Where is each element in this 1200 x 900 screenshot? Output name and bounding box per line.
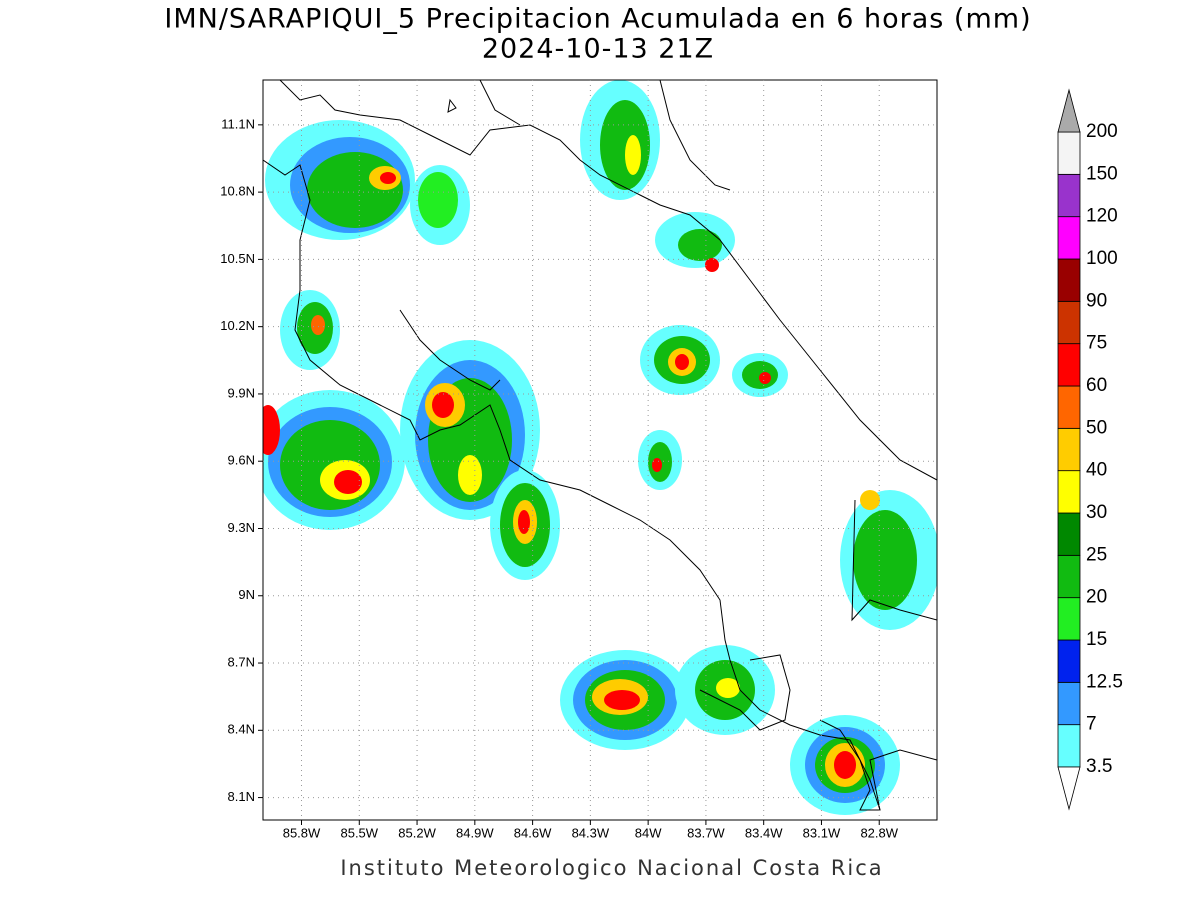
colorbar-label: 200 xyxy=(1086,121,1118,142)
colorbar-under xyxy=(1057,766,1081,811)
lon-label: 85.8W xyxy=(283,825,321,840)
colorbar-label: 150 xyxy=(1086,163,1118,184)
colorbar-bin xyxy=(1057,512,1081,556)
colorbar-bin xyxy=(1057,216,1081,260)
lon-label: 84W xyxy=(635,825,662,840)
lat-label: 10.5N xyxy=(220,251,255,266)
lat-label: 8.4N xyxy=(228,722,255,737)
colorbar-bin xyxy=(1057,724,1081,768)
coastlines xyxy=(263,80,937,811)
colorbar-label: 60 xyxy=(1086,375,1107,396)
colorbar-label: 12.5 xyxy=(1086,671,1123,692)
colorbar-bin xyxy=(1057,300,1081,345)
colorbar-label: 50 xyxy=(1086,417,1107,438)
lon-label: 83.7W xyxy=(687,825,725,840)
colorbar-bin xyxy=(1057,131,1081,175)
colorbar-label: 25 xyxy=(1086,544,1107,565)
colorbar-label: 20 xyxy=(1086,587,1107,608)
lat-label: 9.6N xyxy=(228,453,255,468)
colorbar-bin xyxy=(1057,597,1081,641)
colorbar-label: 75 xyxy=(1086,333,1107,354)
lat-label: 9.9N xyxy=(228,385,255,400)
lon-label: 84.6W xyxy=(514,825,552,840)
colorbar-label: 120 xyxy=(1086,206,1118,227)
colorbar-label: 3.5 xyxy=(1086,756,1112,777)
precipitation-field xyxy=(263,80,937,815)
colorbar-label: 40 xyxy=(1086,460,1107,481)
colorbar-bin xyxy=(1057,554,1081,599)
colorbar-label: 90 xyxy=(1086,290,1107,311)
lat-label: 8.1N xyxy=(228,789,255,804)
colorbar-label: 30 xyxy=(1086,502,1107,523)
lat-label: 9N xyxy=(238,587,255,602)
map-frame xyxy=(262,79,938,821)
lon-label: 85.2W xyxy=(398,825,436,840)
colorbar-bin xyxy=(1057,343,1081,387)
lat-label: 10.8N xyxy=(220,184,255,199)
footer: Instituto Meteorologico Nacional Costa R… xyxy=(340,856,883,880)
colorbar-bin xyxy=(1057,427,1081,472)
colorbar-over xyxy=(1057,88,1081,133)
colorbar-label: 7 xyxy=(1086,714,1097,735)
title: IMN/SARAPIQUI_5 Precipitacion Acumulada … xyxy=(164,4,1031,35)
colorbar-label: 100 xyxy=(1086,248,1118,269)
lat-label: 8.7N xyxy=(228,654,255,669)
subtitle: 2024-10-13 21Z xyxy=(482,34,714,65)
lon-label: 83.1W xyxy=(803,825,841,840)
colorbar-bin xyxy=(1057,639,1081,683)
lat-label: 9.3N xyxy=(228,520,255,535)
lat-label: 11.1N xyxy=(221,116,255,131)
lon-label: 84.3W xyxy=(572,825,610,840)
lon-label: 85.5W xyxy=(340,825,378,840)
colorbar-bin xyxy=(1057,681,1081,726)
lon-label: 83.4W xyxy=(745,825,783,840)
colorbar-label: 15 xyxy=(1086,629,1107,650)
colorbar-bin xyxy=(1057,470,1081,514)
lon-label: 84.9W xyxy=(456,825,494,840)
colorbar-bin xyxy=(1057,385,1081,429)
colorbar-bin xyxy=(1057,173,1081,218)
lat-label: 10.2N xyxy=(220,318,255,333)
colorbar-bin xyxy=(1057,258,1081,302)
lon-label: 82.8W xyxy=(860,825,898,840)
rain-area xyxy=(263,80,937,815)
